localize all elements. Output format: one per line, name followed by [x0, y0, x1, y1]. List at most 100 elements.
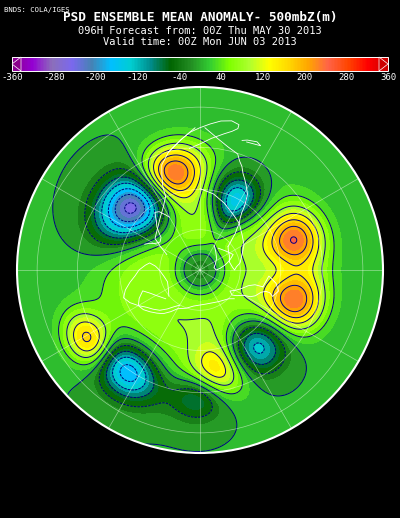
Bar — [65, 57, 67, 71]
Bar — [346, 57, 347, 71]
Point — [0, 514, 3, 518]
Bar — [19, 57, 21, 71]
Bar — [386, 57, 388, 71]
Bar — [328, 57, 330, 71]
Bar — [41, 57, 43, 71]
Bar — [238, 57, 240, 71]
Bar — [22, 57, 24, 71]
Bar — [181, 57, 183, 71]
Bar — [46, 57, 48, 71]
Bar — [379, 57, 381, 71]
Bar — [304, 57, 306, 71]
Point — [0, 514, 3, 518]
Bar — [318, 57, 320, 71]
Bar — [171, 57, 172, 71]
Bar — [269, 57, 271, 71]
Bar — [329, 57, 331, 71]
Bar — [193, 57, 195, 71]
Bar — [359, 57, 360, 71]
Bar — [231, 57, 233, 71]
Bar — [36, 57, 38, 71]
Text: 096H Forecast from: 00Z Thu MAY 30 2013: 096H Forecast from: 00Z Thu MAY 30 2013 — [78, 26, 322, 36]
Bar — [344, 57, 346, 71]
Bar — [198, 57, 200, 71]
Bar — [340, 57, 342, 71]
Bar — [218, 57, 220, 71]
Bar — [309, 57, 311, 71]
Bar — [122, 57, 124, 71]
Bar — [180, 57, 182, 71]
Bar — [212, 57, 214, 71]
Point — [0, 514, 3, 518]
Bar — [325, 57, 327, 71]
Point — [0, 514, 3, 518]
Bar — [312, 57, 314, 71]
Bar — [138, 57, 140, 71]
Bar — [323, 57, 325, 71]
Bar — [90, 57, 92, 71]
Bar — [113, 57, 115, 71]
Point — [0, 514, 3, 518]
Bar — [74, 57, 76, 71]
Bar — [314, 57, 316, 71]
Bar — [246, 57, 248, 71]
Bar — [159, 57, 161, 71]
Bar — [72, 57, 74, 71]
Bar — [303, 57, 305, 71]
Point — [0, 514, 3, 518]
Bar — [187, 57, 189, 71]
Bar — [160, 57, 162, 71]
Bar — [363, 57, 365, 71]
Bar — [104, 57, 106, 71]
Bar — [290, 57, 292, 71]
Bar — [54, 57, 56, 71]
Bar — [369, 57, 371, 71]
Bar — [100, 57, 102, 71]
Bar — [375, 57, 377, 71]
Point — [0, 514, 3, 518]
Bar — [88, 57, 90, 71]
Bar — [278, 57, 280, 71]
Bar — [169, 57, 171, 71]
Bar — [216, 57, 218, 71]
Bar — [257, 57, 259, 71]
Point — [0, 514, 3, 518]
Bar — [158, 57, 159, 71]
Bar — [115, 57, 117, 71]
Bar — [132, 57, 134, 71]
Bar — [296, 57, 298, 71]
Bar — [381, 57, 383, 71]
Point — [0, 514, 3, 518]
Bar — [372, 57, 374, 71]
Bar — [109, 57, 111, 71]
Bar — [137, 57, 139, 71]
Bar — [96, 57, 98, 71]
Bar — [384, 57, 386, 71]
Bar — [77, 57, 78, 71]
Bar — [152, 57, 154, 71]
Bar — [351, 57, 353, 71]
Point — [0, 514, 3, 518]
Point — [0, 514, 3, 518]
Point — [0, 514, 3, 518]
Bar — [252, 57, 253, 71]
Bar — [162, 57, 164, 71]
Bar — [144, 57, 146, 71]
Bar — [213, 57, 215, 71]
Bar — [310, 57, 312, 71]
Bar — [176, 57, 178, 71]
Bar — [248, 57, 250, 71]
Bar — [188, 57, 190, 71]
Bar — [190, 57, 192, 71]
Bar — [38, 57, 40, 71]
Bar — [119, 57, 121, 71]
Point — [0, 514, 3, 518]
Text: PSD ENSEMBLE MEAN ANOMALY- 500mbZ(m): PSD ENSEMBLE MEAN ANOMALY- 500mbZ(m) — [63, 11, 337, 24]
Bar — [153, 57, 155, 71]
Bar — [166, 57, 168, 71]
Bar — [274, 57, 276, 71]
Bar — [24, 57, 26, 71]
Bar — [112, 57, 114, 71]
Point — [0, 514, 3, 518]
Bar — [31, 57, 33, 71]
